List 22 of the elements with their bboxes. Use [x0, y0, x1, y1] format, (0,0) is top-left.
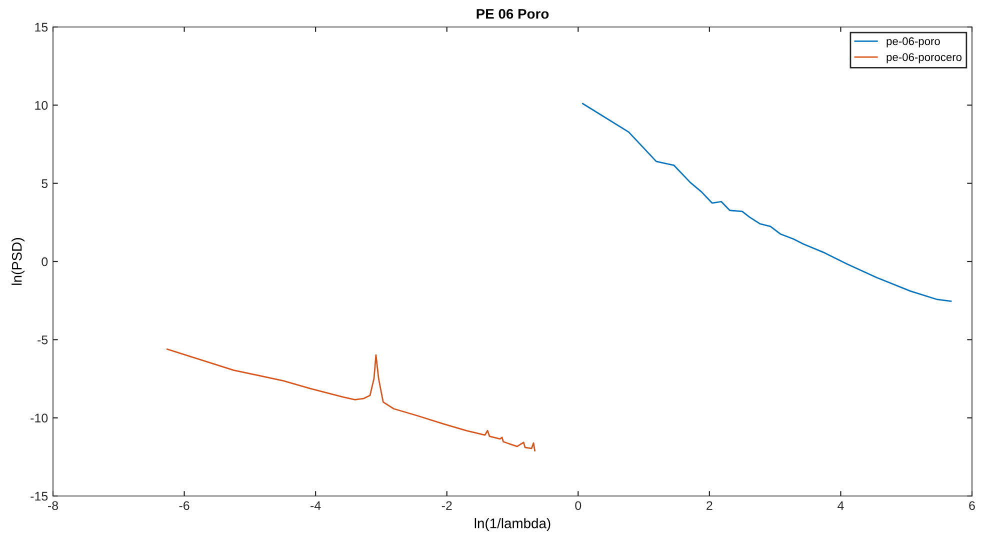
x-tick-label: 0 [575, 501, 582, 510]
line-series [582, 102, 952, 302]
legend-label: pe-06-porocero [886, 53, 962, 64]
x-tick-label: -2 [442, 501, 452, 510]
legend-label: pe-06-poro [886, 37, 940, 48]
x-tick-label: 4 [838, 501, 844, 510]
x-tick-label: -6 [179, 501, 190, 510]
line-series [166, 348, 536, 452]
x-tick-label: -8 [48, 501, 58, 510]
x-tick-label: -4 [310, 501, 321, 510]
x-tick-label: 6 [969, 501, 975, 510]
y-tick-label: -5 [38, 336, 48, 344]
y-tick-label: 15 [35, 22, 48, 32]
y-tick-label: 0 [42, 257, 48, 266]
y-tick-label: 10 [35, 100, 48, 110]
y-axis-title: ln(PSD) [12, 238, 25, 285]
x-axis-title: ln(1/lambda) [474, 518, 550, 532]
y-tick-label: -10 [30, 414, 48, 422]
y-tick-label: -15 [30, 492, 48, 501]
y-tick-label: 5 [42, 179, 48, 188]
chart-title: PE 06 Poro [476, 8, 549, 19]
x-tick-label: 2 [706, 501, 712, 510]
